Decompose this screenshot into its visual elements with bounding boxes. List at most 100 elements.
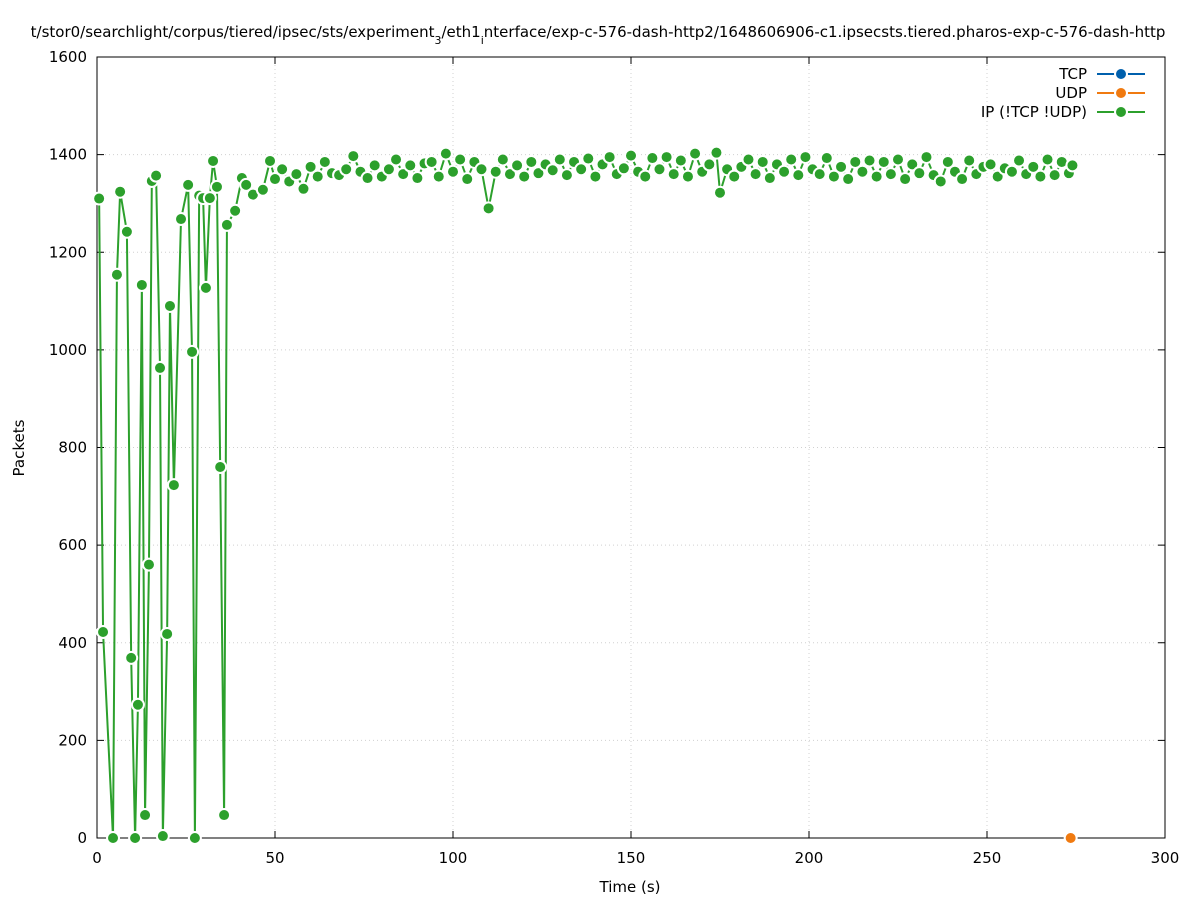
data-point — [659, 150, 674, 165]
data-point — [1065, 158, 1080, 173]
data-point — [289, 167, 304, 182]
data-point — [174, 212, 189, 227]
x-tick-label: 150 — [617, 849, 646, 867]
data-point — [474, 162, 489, 177]
data-point — [206, 153, 221, 168]
x-tick-label: 250 — [973, 849, 1002, 867]
data-point — [574, 162, 589, 177]
data-point — [645, 151, 660, 166]
data-point — [727, 169, 742, 184]
data-point — [410, 171, 425, 186]
data-point — [113, 184, 128, 199]
data-point — [666, 167, 681, 182]
data-point — [510, 158, 525, 173]
data-point — [652, 162, 667, 177]
data-point — [933, 174, 948, 189]
data-point — [202, 191, 217, 206]
data-point — [588, 169, 603, 184]
data-point — [755, 154, 770, 169]
data-point — [688, 146, 703, 161]
y-tick-label: 200 — [58, 731, 87, 749]
data-point — [109, 267, 124, 282]
data-point — [495, 152, 510, 167]
data-point — [317, 154, 332, 169]
data-point — [581, 151, 596, 166]
x-tick-label: 0 — [92, 849, 102, 867]
data-point — [777, 164, 792, 179]
data-point — [1040, 152, 1055, 167]
data-point — [673, 153, 688, 168]
data-point — [310, 169, 325, 184]
data-point — [1004, 164, 1019, 179]
data-point — [531, 166, 546, 181]
data-point — [748, 167, 763, 182]
y-tick-label: 600 — [58, 536, 87, 554]
data-point — [713, 185, 727, 200]
data-point — [160, 626, 175, 641]
x-tick-label: 50 — [265, 849, 284, 867]
data-point — [381, 162, 396, 177]
title-subscript: 3 — [435, 34, 442, 47]
data-point — [403, 158, 418, 173]
data-point — [92, 191, 107, 206]
data-point — [198, 280, 213, 295]
y-tick-label: 1600 — [49, 48, 87, 66]
plot-border — [96, 56, 1166, 839]
title-part: t/stor0/searchlight/corpus/tiered/ipsec/… — [31, 23, 435, 41]
data-point — [219, 217, 234, 232]
data-point — [303, 159, 318, 174]
x-tick-label: 200 — [795, 849, 824, 867]
data-point — [431, 169, 446, 184]
data-point — [876, 154, 891, 169]
title-part: nterface/exp-c-576-dash-http2/1648606906… — [484, 23, 1166, 41]
data-point — [138, 808, 153, 823]
data-point — [119, 224, 134, 239]
data-point — [883, 167, 898, 182]
y-tick-label: 400 — [58, 634, 87, 652]
data-point — [155, 829, 170, 844]
data-point — [162, 298, 177, 313]
data-point — [367, 158, 382, 173]
data-point — [762, 171, 777, 186]
data-point — [488, 164, 503, 179]
data-point — [524, 154, 539, 169]
data-point — [616, 161, 631, 176]
data-point — [798, 150, 813, 165]
y-tick-label: 1200 — [49, 243, 87, 261]
data-point — [624, 148, 638, 163]
x-axis-label: Time (s) — [599, 878, 661, 896]
data-point — [869, 169, 884, 184]
data-point — [153, 360, 168, 375]
data-point — [680, 169, 695, 184]
data-point — [912, 166, 927, 181]
data-point — [268, 172, 282, 187]
data-point — [213, 460, 228, 475]
title-subscript: i — [481, 34, 484, 47]
data-point — [891, 152, 905, 167]
data-point — [96, 625, 111, 640]
data-point — [841, 172, 856, 187]
data-point — [481, 201, 496, 216]
legend-marker — [1114, 67, 1128, 81]
data-point — [502, 167, 517, 182]
data-point — [1012, 153, 1027, 168]
y-axis-label: Packets — [10, 419, 28, 476]
y-tick-label: 0 — [77, 829, 87, 847]
data-point — [181, 177, 196, 192]
data-point — [141, 557, 156, 572]
data-point — [360, 171, 375, 186]
y-tick-label: 1000 — [49, 341, 87, 359]
legend-marker — [1114, 105, 1128, 119]
data-point — [545, 163, 560, 178]
data-point — [339, 162, 354, 177]
data-point — [638, 169, 653, 184]
data-point — [1047, 168, 1062, 183]
data-point — [130, 697, 145, 712]
data-point — [1063, 831, 1078, 845]
data-point — [239, 177, 254, 192]
data-point — [124, 650, 139, 665]
data-point — [834, 159, 849, 174]
data-point — [296, 181, 311, 196]
data-point — [848, 154, 863, 169]
